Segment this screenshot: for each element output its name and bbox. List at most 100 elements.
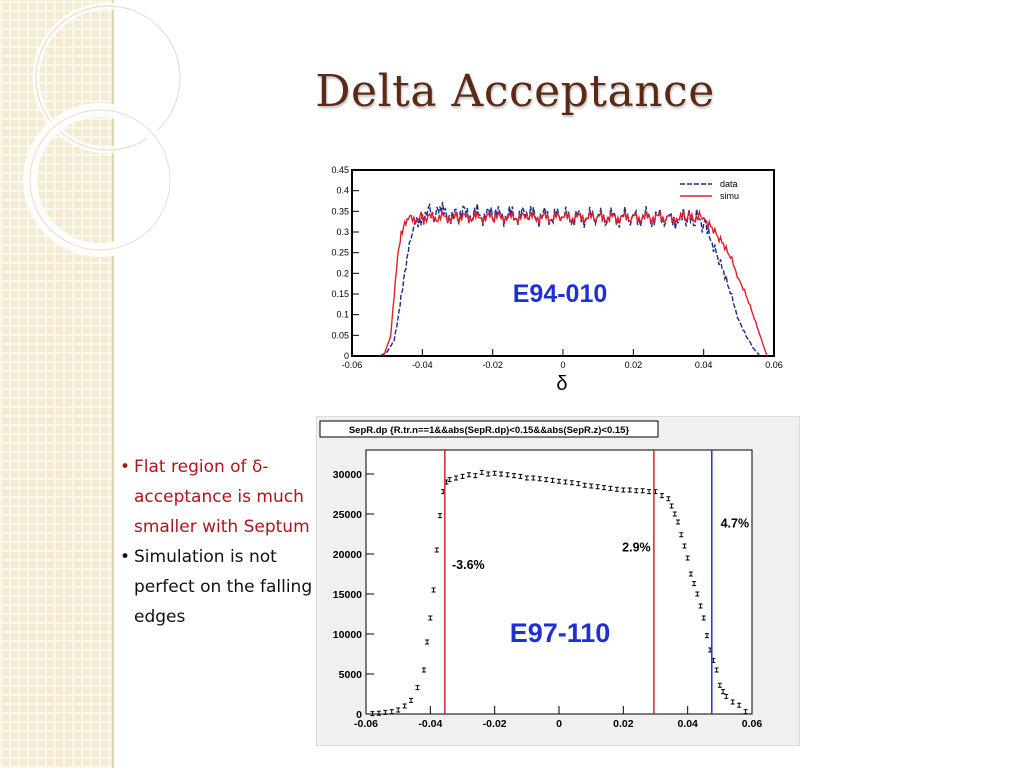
data-point — [437, 513, 442, 519]
plot-frame — [365, 449, 753, 715]
data-point — [721, 689, 726, 695]
data-point — [550, 477, 555, 483]
x-tick-label: -0.06 — [354, 718, 378, 730]
y-tick-label: 25000 — [333, 509, 362, 521]
y-tick-label: 30000 — [333, 469, 362, 481]
data-point — [743, 709, 748, 715]
y-tick-label: 20000 — [333, 549, 362, 561]
x-tick-label: 0 — [556, 718, 562, 730]
series-line-simu — [383, 208, 768, 357]
data-point — [602, 485, 607, 491]
data-point — [421, 667, 426, 673]
y-tick-label: 15000 — [333, 589, 362, 601]
data-point — [425, 639, 430, 645]
data-point — [679, 532, 684, 538]
data-point — [505, 472, 510, 478]
data-point — [595, 484, 600, 490]
chart-e94-010: 0 0.05 0.1 0.15 0.2 0.25 0.3 0.35 0.4 0.45 -0.06 -0… — [331, 165, 783, 395]
data-point — [479, 469, 484, 475]
y-tick-label: 0.2 — [336, 268, 349, 278]
chart-title: SepR.dp {R.tr.n==1&&abs(SepR.dp)<0.15&&a… — [349, 425, 630, 436]
x-tick-label: 0.06 — [742, 718, 763, 730]
data-point — [431, 587, 436, 593]
x-tick-label: 0.06 — [765, 360, 783, 370]
x-tick-label: 0 — [560, 360, 565, 370]
cut-label: -3.6% — [452, 558, 485, 572]
x-tick-label: -0.02 — [483, 718, 507, 730]
y-tick-label: 0.4 — [336, 186, 349, 196]
data-point — [492, 470, 497, 476]
x-tick-label: -0.06 — [342, 360, 363, 370]
data-point — [563, 479, 568, 485]
bullet-text: Simulation is not perfect on the falling… — [134, 547, 313, 627]
data-point — [640, 488, 645, 494]
data-point — [537, 476, 542, 482]
data-point — [473, 473, 478, 479]
y-tick-label: 5000 — [339, 669, 363, 681]
data-point — [666, 496, 671, 502]
data-point — [682, 543, 687, 549]
data-point — [376, 710, 381, 716]
data-point — [634, 488, 639, 494]
data-point — [676, 519, 681, 525]
data-point — [383, 709, 388, 715]
data-point — [647, 489, 652, 495]
x-tick-label: -0.04 — [418, 718, 442, 730]
data-point — [698, 603, 703, 609]
bullet-item-flat-region: • Flat region of δ-acceptance is much sm… — [118, 452, 316, 542]
data-point — [589, 483, 594, 489]
data-point — [688, 571, 693, 577]
data-point — [692, 581, 697, 587]
legend-label-simu: simu — [720, 191, 739, 201]
data-point — [608, 485, 613, 491]
slide-title: Delta Acceptance — [315, 66, 715, 117]
data-point — [486, 471, 491, 477]
data-point — [672, 511, 677, 517]
y-tick-label: 0.3 — [336, 227, 349, 237]
data-point — [557, 478, 561, 484]
data-point — [704, 633, 709, 639]
data-point — [428, 615, 433, 621]
y-tick-label: 0.35 — [331, 206, 349, 216]
y-tick-label: 0.05 — [331, 330, 349, 340]
data-point — [544, 477, 549, 483]
data-point — [701, 615, 706, 621]
title-box — [319, 420, 659, 438]
sidebar-divider — [112, 0, 114, 768]
data-point — [466, 472, 471, 478]
data-point — [695, 591, 700, 597]
data-point — [582, 482, 587, 488]
cut-label: 2.9% — [622, 541, 651, 555]
annotation-label: E97-110 — [510, 618, 611, 648]
data-point — [621, 487, 626, 493]
decorative-rings — [23, 2, 184, 257]
data-point — [511, 473, 516, 479]
data-point — [659, 493, 664, 499]
y-tick-label: 0.25 — [331, 248, 349, 258]
series-line-data — [379, 201, 761, 357]
data-point — [685, 555, 690, 561]
data-point — [454, 475, 459, 481]
bullet-item-simulation: • Simulation is not perfect on the falli… — [118, 542, 316, 632]
data-point — [531, 475, 536, 481]
annotation-label: E94-010 — [513, 280, 608, 308]
data-point — [569, 480, 574, 486]
data-point — [614, 486, 619, 492]
data-point — [717, 682, 722, 688]
data-point — [669, 503, 674, 509]
data-point — [524, 475, 529, 481]
data-point — [714, 667, 719, 673]
y-tick-label: 0 — [356, 709, 362, 721]
y-tick-label: 0.1 — [336, 310, 349, 320]
data-point — [409, 697, 414, 703]
data-point — [499, 471, 504, 477]
data-point — [447, 477, 452, 483]
legend-label-data: data — [720, 179, 738, 189]
x-tick-label: 0.02 — [625, 360, 643, 370]
data-point — [724, 693, 729, 699]
data-point — [396, 707, 401, 713]
data-point — [370, 711, 375, 717]
y-tick-label: 0.45 — [331, 165, 349, 175]
bullet-dot-icon: • — [120, 457, 131, 477]
x-tick-label: 0.02 — [613, 718, 634, 730]
